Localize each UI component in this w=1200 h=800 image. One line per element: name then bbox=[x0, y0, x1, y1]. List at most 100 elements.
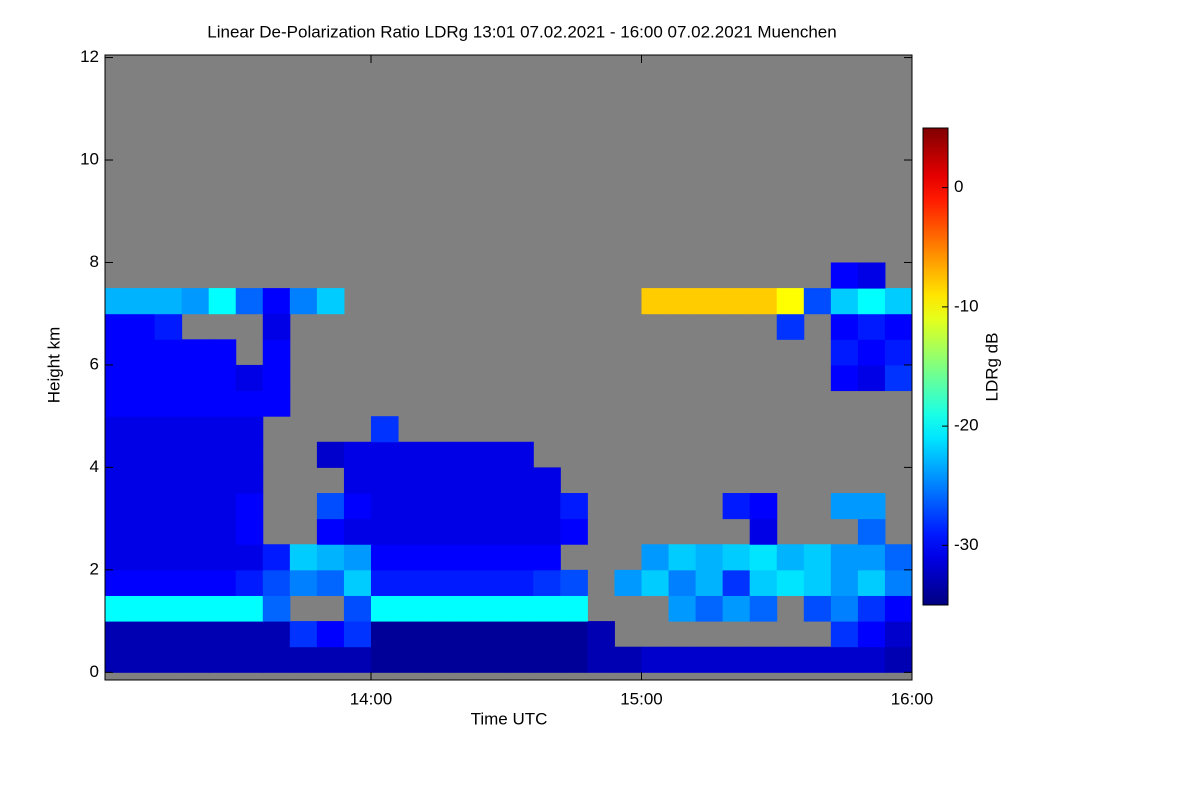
heat-cell bbox=[127, 569, 156, 596]
heat-cell bbox=[695, 595, 724, 622]
heat-cell bbox=[105, 364, 129, 392]
heat-cell bbox=[533, 595, 561, 622]
heat-cell bbox=[425, 646, 453, 673]
heat-cell bbox=[479, 441, 507, 468]
heat-cell bbox=[749, 288, 778, 315]
heat-cell bbox=[830, 262, 859, 289]
heat-cell bbox=[343, 467, 372, 494]
heat-cell bbox=[479, 544, 507, 571]
heat-cell bbox=[776, 544, 805, 571]
heat-cell bbox=[316, 518, 345, 545]
heat-cell bbox=[722, 569, 751, 596]
heat-cell bbox=[695, 288, 724, 315]
heat-cell bbox=[884, 288, 913, 315]
heat-cell bbox=[370, 518, 399, 545]
heat-cell bbox=[830, 621, 859, 648]
heat-cell bbox=[884, 313, 913, 340]
heat-cell bbox=[452, 621, 480, 648]
y-tick-label: 6 bbox=[90, 354, 99, 373]
heat-cell bbox=[127, 339, 156, 366]
heat-cell bbox=[154, 621, 183, 648]
heat-cell bbox=[370, 569, 399, 596]
heat-cell bbox=[343, 518, 372, 545]
heat-cell bbox=[830, 339, 859, 366]
heat-cell bbox=[857, 262, 886, 289]
heat-cell bbox=[235, 518, 264, 545]
heat-cell bbox=[803, 569, 832, 596]
heat-cell bbox=[105, 313, 129, 340]
heat-cell bbox=[181, 544, 210, 571]
heat-cell bbox=[181, 595, 210, 622]
heat-cell bbox=[370, 416, 399, 443]
heat-cell bbox=[262, 544, 291, 571]
heat-cell bbox=[127, 621, 156, 648]
heat-cell bbox=[316, 569, 345, 596]
heat-cell bbox=[749, 646, 778, 673]
heat-cell bbox=[506, 544, 534, 571]
heat-cell bbox=[695, 569, 724, 596]
heat-cell bbox=[127, 441, 156, 468]
heat-cell bbox=[105, 441, 129, 468]
colorbar-tick-label: -30 bbox=[954, 535, 979, 554]
heat-cell bbox=[803, 646, 832, 673]
colorbar-tick-label: -20 bbox=[954, 416, 979, 435]
heat-cell bbox=[370, 441, 399, 468]
heat-cell bbox=[857, 595, 886, 622]
heat-cell bbox=[398, 493, 426, 520]
heat-cell bbox=[105, 390, 129, 417]
heat-cell bbox=[316, 544, 345, 571]
heat-cell bbox=[235, 595, 264, 622]
heat-cell bbox=[776, 646, 805, 673]
heat-cell bbox=[884, 569, 913, 596]
y-tick-label: 4 bbox=[90, 457, 99, 476]
heat-cell bbox=[127, 544, 156, 571]
heat-cell bbox=[830, 364, 859, 392]
heat-cell bbox=[154, 441, 183, 468]
heat-cell bbox=[262, 339, 291, 366]
heat-cell bbox=[262, 288, 291, 315]
heat-cell bbox=[452, 569, 480, 596]
heat-cell bbox=[425, 518, 453, 545]
heat-cell bbox=[154, 416, 183, 443]
heat-cell bbox=[776, 569, 805, 596]
heat-cell bbox=[398, 518, 426, 545]
heat-cell bbox=[803, 595, 832, 622]
heat-cell bbox=[560, 493, 588, 520]
heat-cell bbox=[425, 595, 453, 622]
heat-cell bbox=[154, 390, 183, 417]
heat-cell bbox=[803, 288, 832, 315]
heat-cell bbox=[830, 595, 859, 622]
heat-cell bbox=[343, 569, 372, 596]
heat-cell bbox=[722, 544, 751, 571]
heat-cell bbox=[289, 569, 318, 596]
heat-cell bbox=[668, 288, 697, 315]
heat-cell bbox=[105, 544, 129, 571]
heat-cell bbox=[560, 595, 588, 622]
heat-cell bbox=[641, 646, 670, 673]
heat-cell bbox=[884, 621, 913, 648]
heat-cell bbox=[235, 646, 264, 673]
heat-cell bbox=[479, 595, 507, 622]
heat-cell bbox=[181, 364, 210, 392]
heat-cell bbox=[208, 621, 237, 648]
heat-cell bbox=[154, 518, 183, 545]
heat-cell bbox=[235, 467, 264, 494]
heat-cell bbox=[127, 467, 156, 494]
heat-cell bbox=[398, 544, 426, 571]
heat-cell bbox=[452, 467, 480, 494]
heat-cell bbox=[668, 544, 697, 571]
heat-cell bbox=[641, 569, 670, 596]
heat-cell bbox=[105, 339, 129, 366]
heat-cell bbox=[208, 467, 237, 494]
heat-cell bbox=[506, 467, 534, 494]
heat-cell bbox=[560, 646, 588, 673]
heat-cell bbox=[289, 288, 318, 315]
heat-cell bbox=[181, 288, 210, 315]
heat-cell bbox=[208, 569, 237, 596]
heat-cell bbox=[181, 441, 210, 468]
heat-cell bbox=[506, 493, 534, 520]
heat-cell bbox=[425, 493, 453, 520]
heat-cell bbox=[749, 569, 778, 596]
y-tick-label: 10 bbox=[80, 150, 99, 169]
